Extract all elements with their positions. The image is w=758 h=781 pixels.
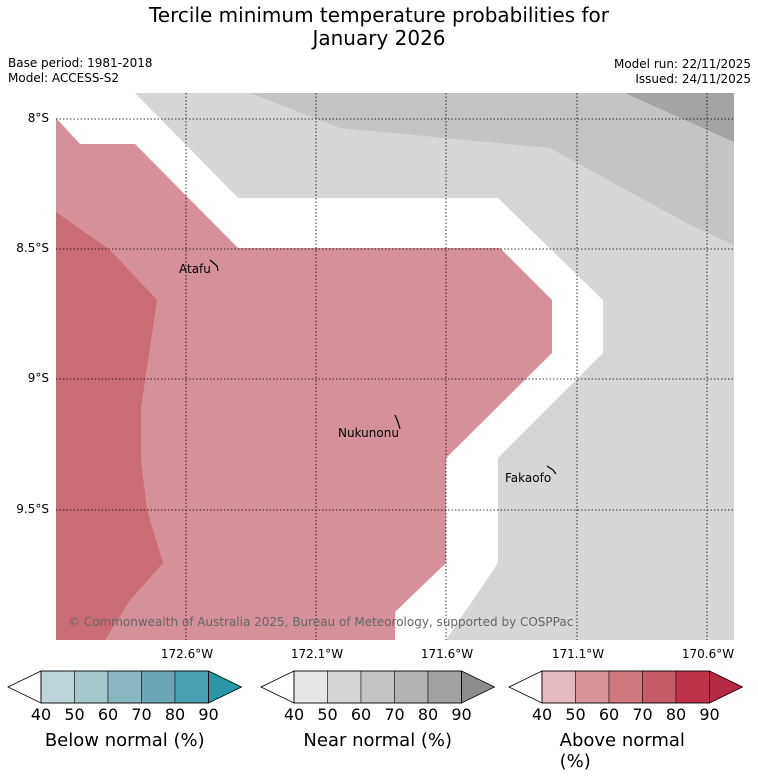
above-normal-colorbar-segment	[642, 670, 677, 704]
lat-label-9s: 9°S	[27, 371, 49, 385]
near-normal-tick-label: 40	[283, 705, 305, 724]
near-normal-60-region	[625, 93, 734, 142]
below-normal-colorbar-segment	[74, 670, 109, 704]
near-normal-tick-label: 70	[384, 705, 405, 724]
near-normal-colorbar-outline	[293, 670, 462, 704]
near-normal-colorbar-segment	[327, 670, 362, 704]
map-title: Tercile minimum temperature probabilitie…	[0, 4, 758, 50]
below-normal-tick-label: 50	[64, 705, 85, 724]
model-name: Model: ACCESS-S2	[8, 71, 120, 85]
near-normal-tick-label: 90	[451, 705, 472, 724]
near-normal-colorbar-segment	[360, 670, 395, 704]
below-normal-colorbar-outline	[40, 670, 209, 704]
above-normal-tick-label: 50	[565, 705, 586, 724]
above-normal-tick-label: 90	[699, 705, 720, 724]
place-label-nukunonu: Nukunonu	[338, 426, 399, 440]
above-normal-colorbar-segment	[608, 670, 643, 704]
above-normal-tick-label: 60	[598, 705, 620, 724]
below-normal-colorbar-segment	[107, 670, 142, 704]
near-normal-colorbar-title: Near normal (%)	[303, 730, 453, 751]
above-normal-colorbar-segment	[575, 670, 610, 704]
lat-label-8s: 8°S	[27, 111, 49, 125]
meta-right: Model run: 22/11/2025 Issued: 24/11/2025	[614, 57, 751, 87]
below-normal-colorbar-segment	[141, 670, 176, 704]
below-normal-tick-label: 60	[97, 705, 119, 724]
place-label-atafu: Atafu	[179, 262, 211, 276]
issued-date: Issued: 24/11/2025	[635, 72, 751, 86]
graticule	[56, 93, 734, 640]
below-normal-tick-label: 90	[198, 705, 219, 724]
near-normal-tick-label: 60	[350, 705, 372, 724]
below-normal-colorbar-low-extend	[7, 670, 42, 704]
above-normal-50-region	[56, 118, 552, 640]
lon-label-171-6w: 171.6°W	[420, 647, 474, 661]
map-area	[56, 93, 734, 640]
above-normal-colorbar-outline	[541, 670, 710, 704]
near-normal-tick-label: 50	[317, 705, 338, 724]
lon-label-171-1w: 171.1°W	[551, 647, 605, 661]
lat-label-8-5s: 8.5°S	[16, 241, 49, 255]
above-normal-colorbar-segment	[541, 670, 576, 704]
above-normal-tick-label: 80	[665, 705, 687, 724]
below-normal-tick-label: 80	[164, 705, 186, 724]
near-normal-colorbar-segment	[427, 670, 462, 704]
above-normal-colorbar-low-extend	[508, 670, 543, 704]
near-normal-colorbar-low-extend	[260, 670, 295, 704]
below-normal-colorbar-segment	[40, 670, 75, 704]
above-normal-tick-label: 40	[531, 705, 553, 724]
above-normal-60-region	[56, 212, 163, 640]
below-normal-colorbar-segment	[174, 670, 209, 704]
nukunonu-atoll-outline	[394, 414, 401, 430]
title-line-2: January 2026	[312, 26, 446, 50]
near-normal-50-region	[250, 93, 734, 245]
below-normal-tick-label: 70	[131, 705, 152, 724]
near-normal-tick-label: 80	[417, 705, 439, 724]
above-normal-colorbar-high-extend	[709, 670, 744, 704]
near-normal-colorbar-segment	[394, 670, 429, 704]
copyright-notice: © Commonwealth of Australia 2025, Bureau…	[68, 615, 573, 629]
colorbars	[7, 670, 744, 704]
near-normal-colorbar-high-extend	[461, 670, 496, 704]
below-normal-tick-label: 40	[30, 705, 52, 724]
lon-label-170-6w: 170.6°W	[681, 647, 735, 661]
above-normal-tick-label: 70	[632, 705, 653, 724]
place-label-fakaofo: Fakaofo	[505, 471, 551, 485]
meta-left: Base period: 1981-2018 Model: ACCESS-S2	[8, 56, 153, 86]
title-line-1: Tercile minimum temperature probabilitie…	[148, 3, 610, 27]
above-normal-colorbar-title: Above normal (%)	[559, 730, 685, 772]
below-normal-colorbar-high-extend	[208, 670, 243, 704]
atafu-atoll-outline	[209, 259, 219, 272]
lat-label-9-5s: 9.5°S	[16, 502, 49, 516]
base-period: Base period: 1981-2018	[8, 56, 153, 70]
model-run: Model run: 22/11/2025	[613, 57, 751, 71]
near-normal-colorbar-segment	[293, 670, 328, 704]
fakaofo-atoll-outline	[546, 465, 557, 475]
below-normal-colorbar-title: Below normal (%)	[44, 730, 205, 751]
lon-label-172-6w: 172.6°W	[160, 647, 214, 661]
above-normal-colorbar-segment	[675, 670, 710, 704]
near-normal-40-region	[135, 93, 734, 640]
lon-label-172-1w: 172.1°W	[290, 647, 344, 661]
